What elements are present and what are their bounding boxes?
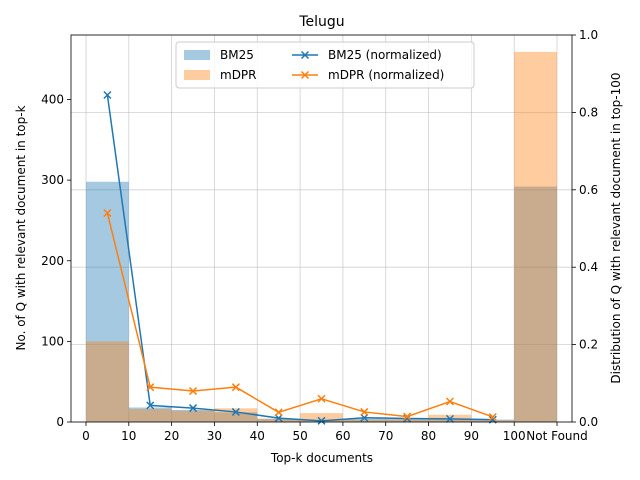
bar-bm25-3 — [214, 412, 258, 422]
bar-mdpr-0 — [85, 341, 129, 422]
marker-point — [445, 414, 454, 423]
marker-point — [274, 414, 283, 423]
x-tick-label: 50 — [292, 429, 307, 443]
plot-frame — [70, 34, 573, 423]
marker-point — [103, 208, 112, 218]
y2-axis-label: Distribution of Q with relevant document… — [609, 72, 623, 383]
marker-point — [189, 387, 198, 396]
marker-point — [146, 383, 155, 392]
line-series-1 — [106, 212, 494, 418]
legend-marker — [300, 70, 310, 80]
x-tick-label: 30 — [207, 429, 222, 443]
line-series-0 — [106, 94, 493, 422]
legend-label: mDPR — [220, 68, 257, 82]
bar-mdpr-6 — [342, 419, 386, 422]
x-tick-label: 40 — [250, 429, 265, 443]
y2-tick-label: 0.6 — [579, 183, 598, 197]
x-axis-label: Top-k documents — [270, 451, 373, 465]
legend-marker — [300, 50, 310, 60]
bar-bm25-0 — [85, 181, 129, 422]
chart-title: Telugu — [298, 14, 344, 30]
bar-bm25-1 — [128, 407, 172, 422]
bar-bm25-10 — [514, 186, 558, 422]
bar-mdpr-2 — [171, 410, 215, 422]
lines — [103, 90, 497, 425]
y2-tick-label: 0.4 — [579, 260, 598, 274]
bar-bm25-4 — [257, 418, 301, 422]
marker-point — [189, 404, 198, 413]
x-tick-label: 60 — [335, 429, 350, 443]
marker-point — [360, 413, 369, 422]
y-axis-label: No. of Q with relevant document in top-k — [14, 105, 28, 350]
bar-mdpr-4 — [257, 418, 301, 422]
marker-point — [488, 412, 497, 421]
grid — [71, 34, 572, 423]
y-axis-left: 0 100 200 300 400 — [41, 93, 71, 429]
marker-point — [317, 394, 326, 403]
y2-tick-label: 0.2 — [579, 338, 598, 352]
marker-point — [445, 397, 454, 406]
x-tick-label: 20 — [164, 429, 179, 443]
bar-mdpr-7 — [385, 419, 429, 422]
legend: BM25 mDPR BM25 (normalized) mDPR (normalize… — [175, 41, 475, 89]
y-tick-label: 400 — [41, 93, 64, 107]
bar-mdpr-5 — [300, 413, 343, 422]
x-tick-label: 90 — [464, 429, 479, 443]
legend-swatch — [184, 50, 210, 60]
legend-box — [175, 41, 475, 89]
bars — [85, 51, 558, 423]
marker-point — [231, 383, 240, 392]
bar-bm25-7 — [385, 418, 429, 422]
marker-point — [231, 407, 240, 416]
x-tick-label: 100 — [503, 429, 526, 443]
marker-point — [103, 90, 112, 100]
marker-point — [360, 407, 369, 416]
bar-bm25-2 — [171, 409, 215, 422]
y2-tick-label: 0.0 — [579, 415, 598, 429]
y-tick-label: 100 — [41, 334, 64, 348]
y-tick-label: 0 — [56, 415, 64, 429]
y-tick-label: 300 — [41, 173, 64, 187]
bar-bm25-6 — [342, 418, 386, 422]
x-tick-label: 10 — [121, 429, 136, 443]
legend-swatch — [184, 70, 210, 80]
bar-mdpr-10 — [514, 51, 558, 423]
bar-bm25-9 — [471, 419, 515, 422]
legend-label: BM25 (normalized) — [328, 48, 442, 62]
bar-bm25-8 — [428, 418, 472, 422]
y2-tick-label: 0.8 — [579, 105, 598, 119]
marker-point — [317, 416, 326, 425]
x-tick-label: 0 — [82, 429, 90, 443]
x-tick-label: 70 — [378, 429, 393, 443]
legend-label: mDPR (normalized) — [328, 68, 444, 82]
marker-point — [403, 412, 412, 421]
x-tick-label: 80 — [421, 429, 436, 443]
x-axis: 0 10 20 30 40 50 60 70 80 90 100 Not Found — [82, 422, 588, 443]
y-tick-label: 200 — [41, 254, 64, 268]
x-tick-label: Not Found — [526, 429, 587, 443]
legend-label: BM25 — [220, 48, 254, 62]
marker-point — [274, 408, 283, 417]
bar-mdpr-9 — [471, 420, 515, 422]
y-axis-right: 0.0 0.2 0.4 0.6 0.8 1.0 — [572, 28, 598, 429]
marker-point — [146, 401, 155, 410]
bar-mdpr-1 — [128, 409, 172, 422]
y2-tick-label: 1.0 — [579, 28, 598, 42]
